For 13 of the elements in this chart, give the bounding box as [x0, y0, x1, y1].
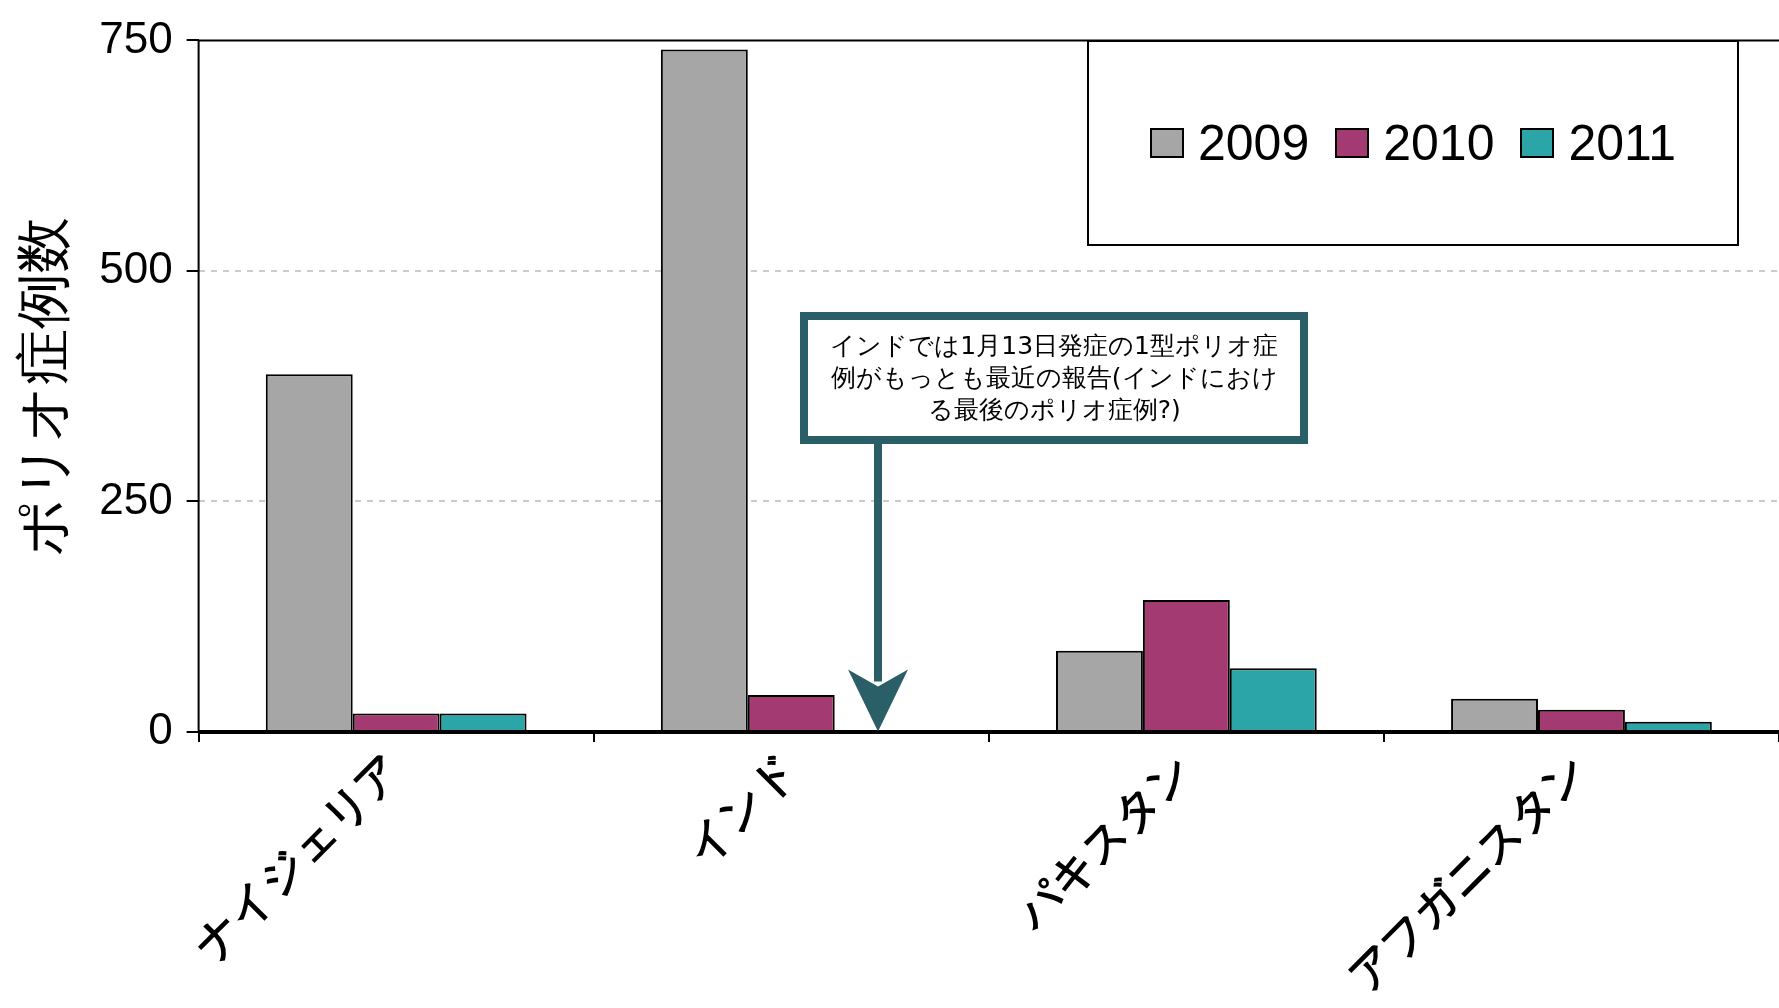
x-tick-label: インド [674, 742, 807, 875]
y-tick-label: 750 [99, 12, 173, 62]
y-tick-label: 250 [99, 473, 173, 523]
y-tick-label: 0 [148, 704, 173, 754]
x-tick-label: ナイジェリア [184, 742, 412, 970]
legend-label: 2010 [1383, 114, 1495, 173]
legend-label: 2009 [1198, 114, 1310, 173]
y-tick-label: 500 [99, 243, 173, 293]
annotation: インドでは1月13日発症の1型ポリオ症例がもっとも最近の報告(インドにおける最後のポリオ症例?) [800, 312, 1309, 445]
y-axis-title: ポリオ症例数 [10, 216, 76, 556]
x-tick-label: アフガニスタン [1337, 742, 1597, 1002]
x-tick-label: パキスタン [1004, 742, 1202, 940]
legend-label: 2011 [1568, 114, 1676, 173]
